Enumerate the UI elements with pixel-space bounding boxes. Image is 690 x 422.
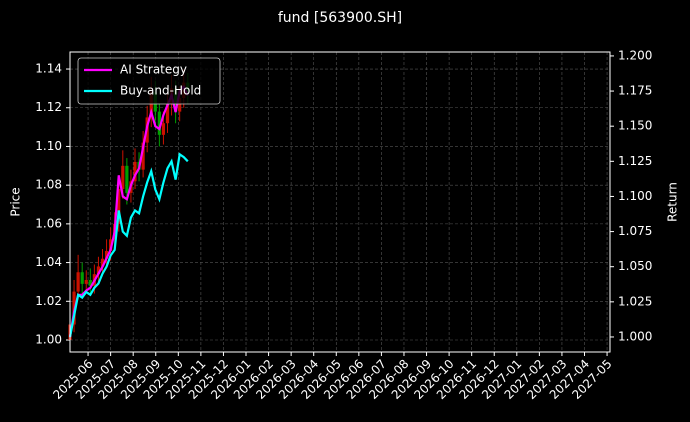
candle-body	[84, 280, 88, 284]
plot-frame	[69, 51, 611, 353]
y2-tick-label: 1.000	[618, 329, 652, 343]
y2-tick-label: 1.150	[618, 119, 652, 133]
y-tick-label: 1.08	[35, 178, 62, 192]
y-tick-label: 1.02	[35, 294, 62, 308]
candle-body	[133, 161, 137, 182]
line-series	[68, 152, 189, 338]
legend-label: Buy-and-Hold	[120, 84, 201, 98]
candle-body	[165, 103, 170, 124]
y-tick-label: 1.04	[35, 255, 62, 269]
legend-box	[77, 57, 221, 105]
line-series	[68, 84, 189, 338]
y2-tick-label: 1.200	[618, 48, 652, 62]
candle-body	[141, 142, 145, 170]
candle-body	[76, 272, 80, 292]
y-tick-label: 1.14	[35, 62, 62, 76]
candle-body	[178, 98, 182, 112]
candle-body	[157, 111, 161, 135]
y-tick-label: 1.00	[35, 333, 62, 347]
candle-body	[125, 165, 129, 193]
chart-title: fund [563900.SH]	[278, 10, 402, 26]
y-tick-label: 1.12	[35, 100, 62, 114]
legend-label: AI Strategy	[120, 63, 187, 77]
candle-body	[96, 266, 101, 275]
candle-body	[121, 165, 125, 190]
y-axis-label: Price	[9, 187, 23, 216]
y2-tick-label: 1.100	[618, 189, 652, 203]
candle-body	[80, 272, 84, 284]
y2-tick-label: 1.175	[618, 84, 652, 98]
candle-body	[161, 123, 166, 135]
y2-axis-label: Return	[666, 182, 680, 222]
candle-body	[117, 189, 121, 224]
candle-body	[149, 92, 153, 118]
y2-tick-label: 1.075	[618, 224, 652, 238]
candle-body	[100, 258, 105, 267]
candle-body	[88, 280, 92, 286]
y2-tick-label: 1.050	[618, 259, 652, 273]
y2-tick-label: 1.125	[618, 154, 652, 168]
y2-tick-label: 1.025	[618, 294, 652, 308]
candle-body	[104, 250, 109, 259]
y-tick-label: 1.06	[35, 216, 62, 230]
y-tick-label: 1.10	[35, 139, 62, 153]
